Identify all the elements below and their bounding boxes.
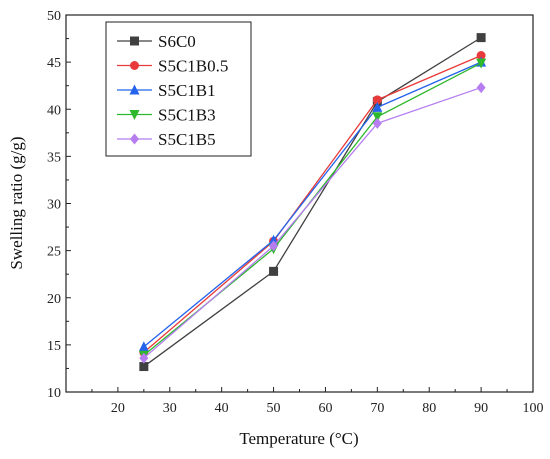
series-line [143, 54, 482, 353]
y-tick-label: 45 [47, 56, 61, 71]
data-point [138, 341, 149, 352]
x-tick-label: 20 [111, 401, 125, 416]
y-tick-label: 30 [47, 198, 61, 213]
legend-label: S6C0 [158, 32, 196, 51]
x-tick-label: 30 [163, 401, 177, 416]
y-tick-label: 50 [47, 9, 61, 24]
legend-label: S5C1B5 [158, 130, 216, 149]
legend-marker [129, 84, 140, 95]
y-tick-label: 20 [47, 292, 61, 307]
x-tick-label: 50 [267, 401, 281, 416]
x-tick-label: 70 [370, 401, 384, 416]
legend-item: S5C1B5 [117, 130, 216, 149]
y-tick-label: 40 [47, 103, 61, 118]
series-line [143, 37, 482, 368]
legend-marker [129, 110, 140, 120]
legend: S6C0 S5C1B0.5 S5C1B1 S5C1B3 S5C1B5 [105, 21, 252, 157]
x-tick-label: 90 [474, 401, 488, 416]
x-axis: 20 30 40 50 60 70 80 90 100 [91, 387, 544, 416]
y-axis-title: Swelling ratio (g/g) [7, 136, 26, 269]
data-point [269, 240, 279, 252]
legend-item: S5C1B1 [117, 81, 216, 100]
legend-label: S5C1B0.5 [158, 57, 228, 76]
y-tick-label: 25 [47, 245, 61, 260]
y-tick-label: 15 [47, 339, 61, 354]
legend-marker [130, 36, 139, 46]
data-point [372, 101, 383, 112]
series-line [143, 61, 482, 348]
data-point [139, 362, 149, 372]
legend-item: S5C1B0.5 [117, 57, 228, 76]
x-tick-label: 40 [215, 401, 229, 416]
data-point [139, 352, 149, 364]
data-point [269, 266, 279, 276]
x-tick-label: 100 [523, 401, 544, 416]
data-point [476, 33, 486, 43]
x-tick-label: 60 [318, 401, 332, 416]
x-tick-label: 80 [422, 401, 436, 416]
series-line [143, 86, 482, 359]
data-point [372, 117, 382, 129]
data-point [476, 82, 486, 94]
data-point [372, 112, 383, 123]
legend-item: S5C1B3 [117, 106, 216, 125]
legend-label: S5C1B1 [158, 81, 216, 100]
legend-marker [130, 133, 139, 145]
series-layer [138, 33, 487, 372]
series-S5C1B5 [139, 82, 486, 364]
legend-label: S5C1B3 [158, 106, 216, 125]
y-tick-label: 10 [47, 386, 61, 401]
legend-item: S6C0 [117, 32, 196, 51]
y-axis: 10 15 20 25 30 35 40 45 50 [47, 9, 71, 401]
y-tick-label: 35 [47, 150, 61, 165]
legend-marker [130, 61, 139, 70]
data-point [476, 51, 486, 61]
data-point [476, 58, 487, 69]
data-point [372, 95, 382, 105]
x-axis-title: Temperature (°C) [239, 429, 358, 448]
